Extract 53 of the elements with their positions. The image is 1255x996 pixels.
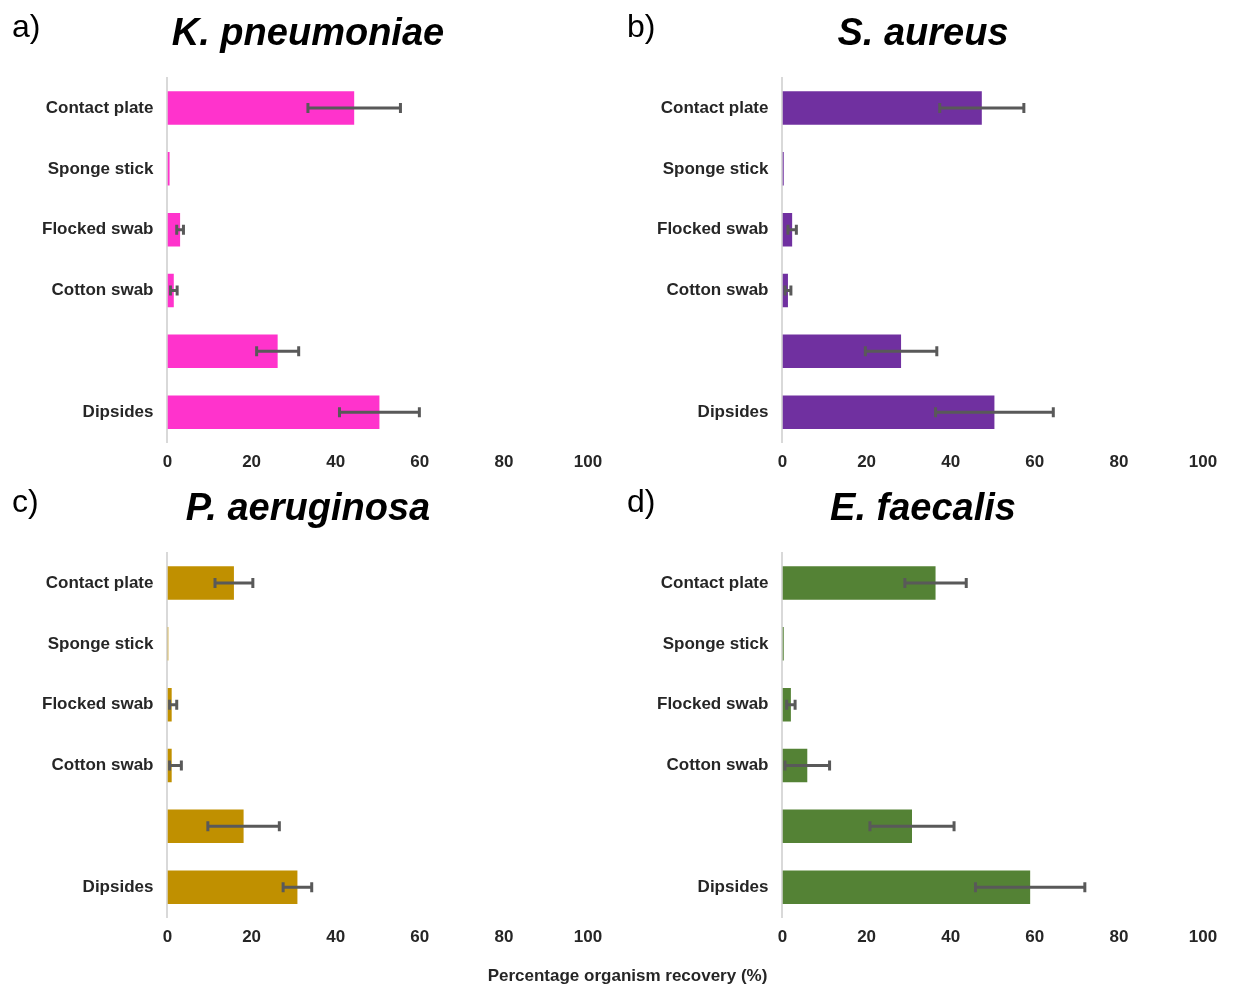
text: d) [627,483,656,520]
x-axis-title: Percentage organism recovery (%) [486,966,769,986]
x-tick-label: 0 [162,927,173,947]
y-tick-label: Dipsides [82,876,154,896]
chart-title: S. aureus [837,11,1009,54]
chart-title: E. faecalis [830,486,1016,529]
y-tick-label: Sponge stick [47,158,155,178]
y-tick-label: Contact plate [660,97,769,117]
text: b) [627,8,656,45]
y-tick-label: Cotton swab [666,755,769,775]
y-tick-label: Dipsides [82,401,154,421]
x-tick-label: 100 [573,927,603,947]
y-tick-label: Flocked swab [657,694,769,714]
y-tick-label: Sponge stick [47,633,155,653]
x-tick-label: 60 [1025,452,1045,472]
y-tick-label: Sponge stick [662,158,770,178]
x-tick-label: 80 [1109,927,1129,947]
y-tick-label: Dipsides [697,876,769,896]
chart-title: K. pneumoniae [171,11,445,54]
x-tick-label: 20 [857,927,877,947]
x-tick-label: 0 [777,927,788,947]
x-tick-label: 0 [777,452,788,472]
chart-title: P. aeruginosa [185,486,431,529]
y-tick-label: Contact plate [45,572,154,592]
x-tick-label: 100 [1188,452,1218,472]
y-tick-label: Flocked swab [42,219,154,239]
y-tick-label: Cotton swab [51,280,154,300]
y-tick-label: Dipsides [697,401,769,421]
x-tick-label: 100 [1188,927,1218,947]
x-tick-label: 20 [242,927,262,947]
x-tick-label: 40 [941,927,961,947]
x-tick-label: 20 [242,452,262,472]
x-tick-label: 20 [857,452,877,472]
x-tick-label: 60 [410,452,430,472]
x-tick-label: 60 [410,927,430,947]
x-tick-label: 40 [941,452,961,472]
x-tick-label: 40 [326,452,346,472]
x-tick-label: 60 [1025,927,1045,947]
x-tick-label: 40 [326,927,346,947]
y-tick-label: Flocked swab [42,694,154,714]
x-tick-label: 80 [494,927,514,947]
y-tick-label: Cotton swab [51,755,154,775]
x-tick-label: 100 [573,452,603,472]
y-tick-label: Contact plate [45,97,154,117]
y-tick-label: Sponge stick [662,633,770,653]
text: a) [12,8,41,45]
x-tick-label: 0 [162,452,173,472]
y-tick-label: Flocked swab [657,219,769,239]
x-tick-label: 80 [1109,452,1129,472]
y-tick-label: Contact plate [660,572,769,592]
text: c) [12,483,39,520]
y-tick-label: Cotton swab [666,280,769,300]
x-tick-label: 80 [494,452,514,472]
